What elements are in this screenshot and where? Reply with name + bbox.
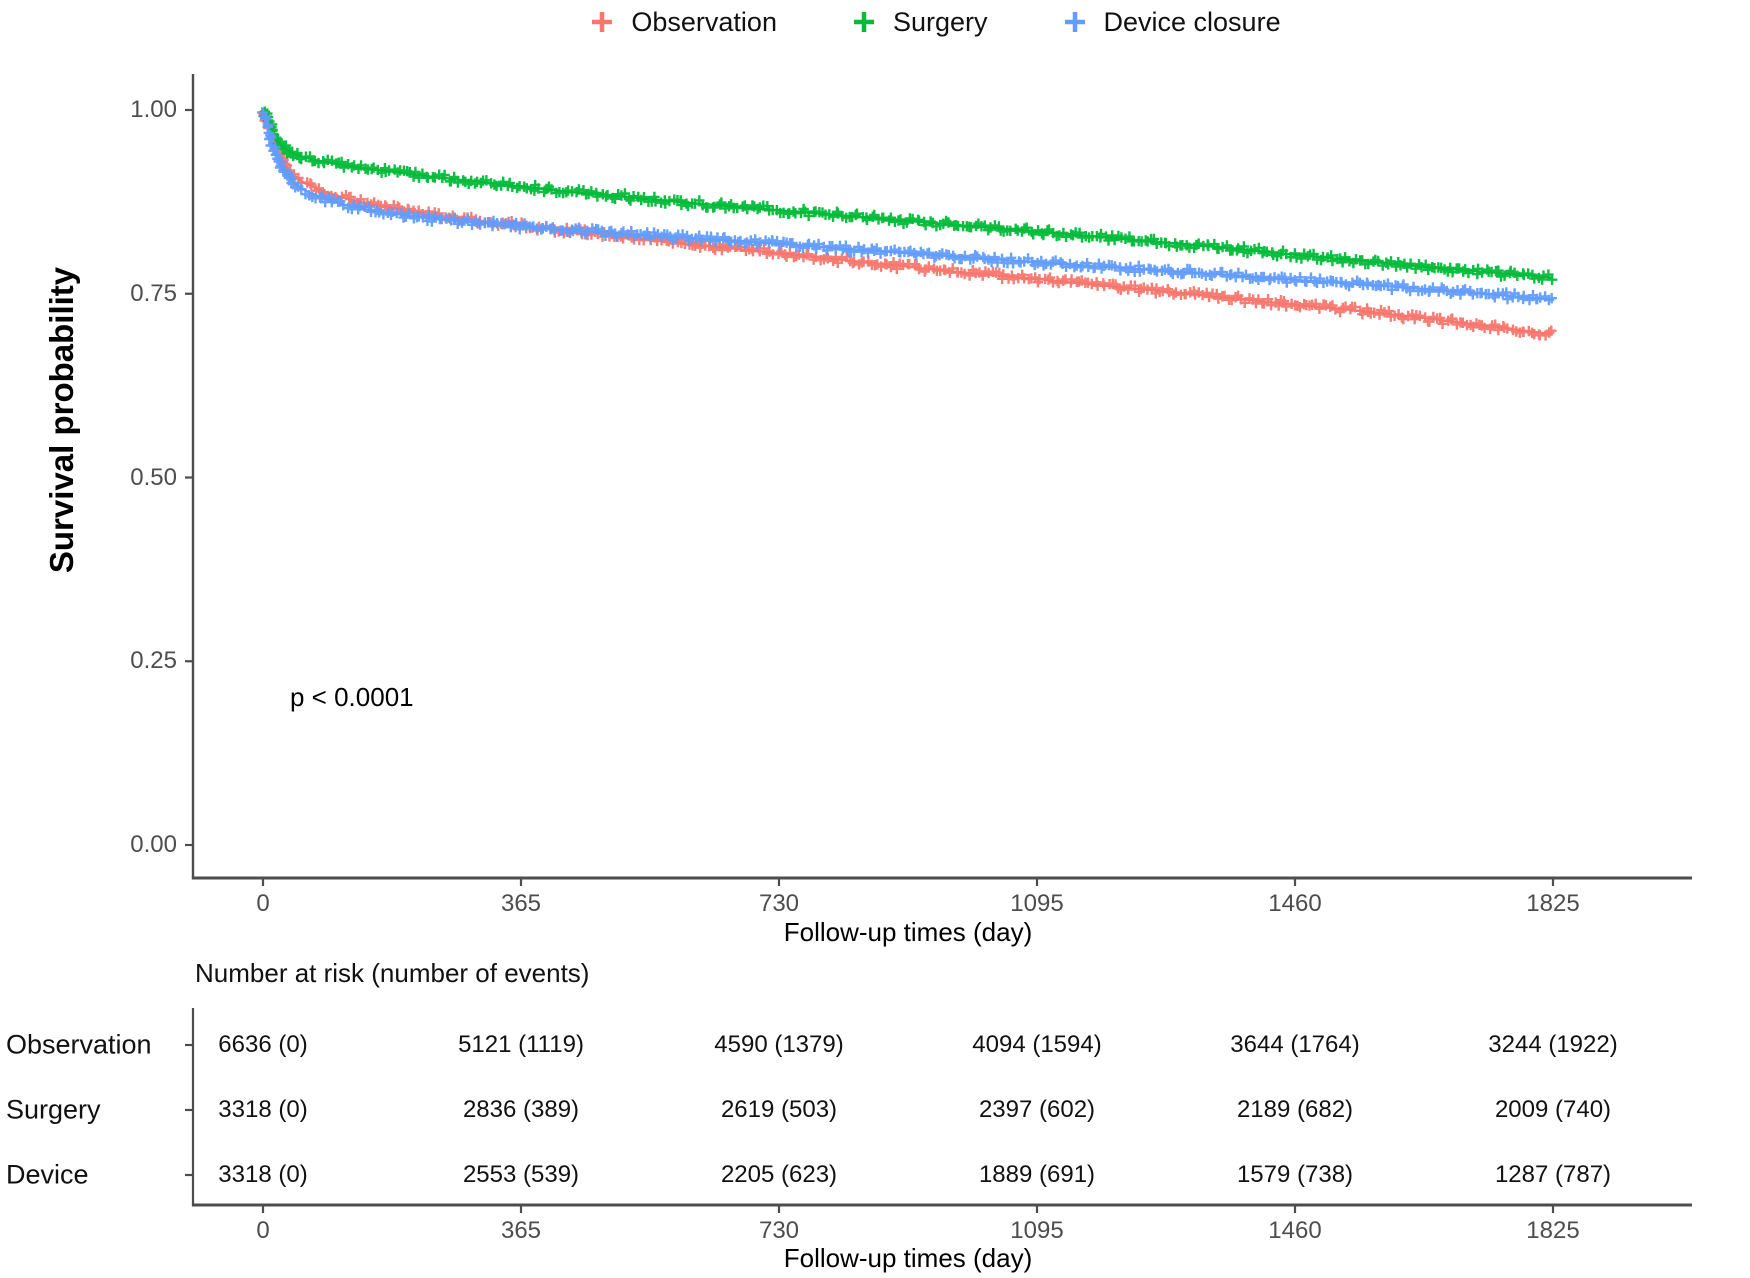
legend-item-observation: Observation <box>589 7 777 38</box>
legend-item-device-closure: Device closure <box>1062 7 1281 38</box>
risk-cell-value: 4590 (1379) <box>714 1031 844 1058</box>
risk-table-x-tick-label: 365 <box>500 1217 542 1244</box>
risk-cell-value: 2836 (389) <box>462 1096 580 1123</box>
plus-marker-icon <box>1064 12 1085 32</box>
y-tick-label: 1.00 <box>130 96 177 123</box>
x-tick-label: 1460 <box>1268 890 1322 917</box>
x-tick-label: 1095 <box>1010 890 1064 917</box>
y-tick-label: 0.50 <box>130 463 177 491</box>
risk-row-label: Surgery <box>6 1094 101 1125</box>
censor-marks-surgery <box>258 106 1558 285</box>
risk-table-x-tick-label: 1095 <box>1010 1217 1064 1244</box>
x-tick-label: 365 <box>500 890 542 917</box>
x-axis-title: Follow-up times (day) <box>783 917 1033 947</box>
x-tick-label: 730 <box>758 890 800 917</box>
risk-cell-value: 2009 (740) <box>1494 1096 1612 1123</box>
risk-cell-value: 4094 (1594) <box>972 1031 1102 1058</box>
y-tick-label: 0.25 <box>130 647 177 675</box>
risk-cell-value: 3318 (0) <box>218 1096 308 1123</box>
legend-item-surgery: Surgery <box>851 7 988 38</box>
risk-row-label: Observation <box>6 1029 152 1060</box>
risk-table-x-tick-label: 730 <box>758 1217 800 1244</box>
y-tick-label: 0.00 <box>130 831 177 858</box>
risk-cell-value: 2205 (623) <box>720 1161 838 1188</box>
risk-cell-value: 1579 (738) <box>1236 1161 1354 1188</box>
risk-cell-value: 3644 (1764) <box>1230 1031 1360 1058</box>
risk-cell-value: 3318 (0) <box>218 1161 308 1188</box>
plus-marker-icon <box>853 12 874 32</box>
p-value-annotation: p < 0.0001 <box>290 682 414 712</box>
risk-table-x-tick-label: 1460 <box>1268 1217 1322 1244</box>
plus-marker-icon <box>592 12 613 32</box>
censor-marks-device-closure <box>257 107 1557 306</box>
risk-table-x-tick-label: 1825 <box>1526 1217 1580 1244</box>
risk-cell-value: 2553 (539) <box>462 1161 580 1188</box>
risk-table-title: Number at risk (number of events) <box>195 958 590 988</box>
risk-cell-value: 3244 (1922) <box>1488 1031 1618 1058</box>
legend-label: Surgery <box>892 6 988 37</box>
legend-label: Observation <box>631 6 777 37</box>
risk-cell-value: 6636 (0) <box>218 1031 308 1058</box>
risk-cell-value: 2397 (602) <box>978 1096 1096 1123</box>
risk-cell-value: 5121 (1119) <box>458 1031 584 1058</box>
risk-row-label: Device <box>6 1159 89 1190</box>
risk-table-x-axis-title: Follow-up times (day) <box>783 1243 1033 1273</box>
x-tick-label: 1825 <box>1526 890 1580 917</box>
legend: Observation Surgery Device closure <box>60 2 1750 42</box>
y-axis-title: Survival probability <box>43 266 80 574</box>
risk-table-x-tick-label: 0 <box>256 1217 270 1244</box>
legend-label: Device closure <box>1103 6 1281 37</box>
survival-curve-device-closure <box>261 109 1554 301</box>
risk-cell-value: 1287 (787) <box>1494 1161 1612 1188</box>
risk-cell-value: 2619 (503) <box>720 1096 838 1123</box>
x-tick-label: 0 <box>256 890 270 917</box>
y-tick-label: 0.75 <box>130 279 177 307</box>
risk-cell-value: 2189 (682) <box>1236 1096 1354 1123</box>
risk-cell-value: 1889 (691) <box>978 1161 1096 1188</box>
